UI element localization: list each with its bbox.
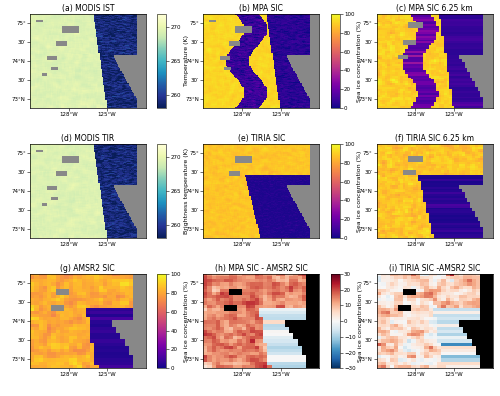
Y-axis label: Sea ice concentration (%): Sea ice concentration (%)	[358, 20, 362, 102]
Title: (h) MPA SIC - AMSR2 SIC: (h) MPA SIC - AMSR2 SIC	[215, 264, 308, 273]
Y-axis label: Sea ice concentration (%): Sea ice concentration (%)	[184, 280, 189, 362]
Y-axis label: Temperature (K): Temperature (K)	[184, 36, 189, 86]
Y-axis label: Brightness temperature (K): Brightness temperature (K)	[184, 148, 189, 234]
Title: (f) TIRIA SIC 6.25 km: (f) TIRIA SIC 6.25 km	[395, 134, 474, 143]
Y-axis label: Sea ice concentration (%): Sea ice concentration (%)	[358, 150, 362, 232]
Title: (d) MODIS TIR: (d) MODIS TIR	[61, 134, 114, 143]
Title: (b) MPA SIC: (b) MPA SIC	[240, 4, 283, 13]
Title: (i) TIRIA SIC -AMSR2 SIC: (i) TIRIA SIC -AMSR2 SIC	[389, 264, 480, 273]
Title: (a) MODIS IST: (a) MODIS IST	[62, 4, 114, 13]
Title: (e) TIRIA SIC: (e) TIRIA SIC	[238, 134, 285, 143]
Title: (c) MPA SIC 6.25 km: (c) MPA SIC 6.25 km	[396, 4, 473, 13]
Y-axis label: Sea ice concentration (%): Sea ice concentration (%)	[358, 280, 364, 362]
Title: (g) AMSR2 SIC: (g) AMSR2 SIC	[60, 264, 115, 273]
